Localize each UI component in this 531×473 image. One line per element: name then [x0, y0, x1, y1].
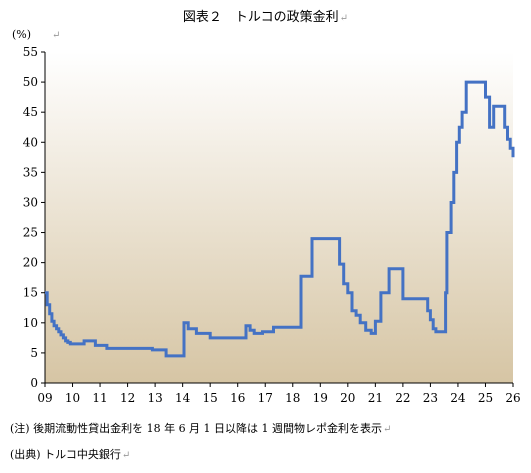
x-tick-label: 11: [92, 391, 107, 405]
x-tick-label: 23: [423, 391, 438, 405]
x-tick-label: 25: [478, 391, 493, 405]
x-tick-label: 19: [313, 391, 328, 405]
x-tick-label: 10: [65, 391, 80, 405]
x-tick-label: 12: [120, 391, 135, 405]
y-unit-return-mark: ↵: [52, 30, 60, 41]
return-mark-icon: ↵: [121, 450, 131, 461]
x-tick-label: 22: [395, 391, 410, 405]
x-tick-label: 26: [505, 391, 520, 405]
policy-rate-line: [45, 80, 515, 358]
x-tick-label: 09: [37, 391, 52, 405]
x-tick-label: 16: [230, 391, 245, 405]
series-group: [45, 80, 515, 358]
y-tick-label: 5: [30, 346, 38, 360]
x-tick-label: 20: [340, 391, 355, 405]
y-tick-label: 30: [23, 195, 38, 209]
y-tick-label: 35: [23, 165, 38, 179]
x-tick-label: 17: [258, 391, 273, 405]
x-tick-label: 15: [203, 391, 218, 405]
y-tick-label: 25: [23, 226, 38, 240]
return-mark-icon: ↵: [339, 13, 349, 24]
x-tick-label: 13: [147, 391, 162, 405]
x-tick-label: 18: [285, 391, 300, 405]
y-tick-label: 10: [23, 316, 38, 330]
x-tick-label: 24: [450, 391, 466, 405]
y-unit-label: (%): [12, 28, 31, 41]
x-tick-label: 14: [175, 391, 191, 405]
return-mark-icon: ↵: [383, 424, 392, 435]
footnote: (注) 後期流動性貸出金利を 18 年 6 月 1 日以降は 1 週間物レポ金利…: [10, 422, 392, 435]
y-tick-label: 50: [23, 75, 38, 89]
y-tick-label: 0: [30, 376, 38, 390]
axes: 0 5 10 15 20 25 30 35 40 45 50 55 09 10 11 12 13 14 15 16 17…: [23, 45, 521, 405]
chart-title: 図表２ トルコの政策金利↵: [182, 10, 349, 25]
y-tick-label: 55: [23, 45, 38, 59]
x-tick-label: 21: [368, 391, 383, 405]
y-tick-label: 40: [23, 135, 38, 149]
y-tick-label: 15: [23, 286, 38, 300]
y-tick-label: 45: [23, 105, 38, 119]
plot-area: [45, 52, 513, 383]
source-note: (出典) トルコ中央銀行↵: [10, 448, 131, 461]
y-tick-label: 20: [23, 256, 38, 270]
